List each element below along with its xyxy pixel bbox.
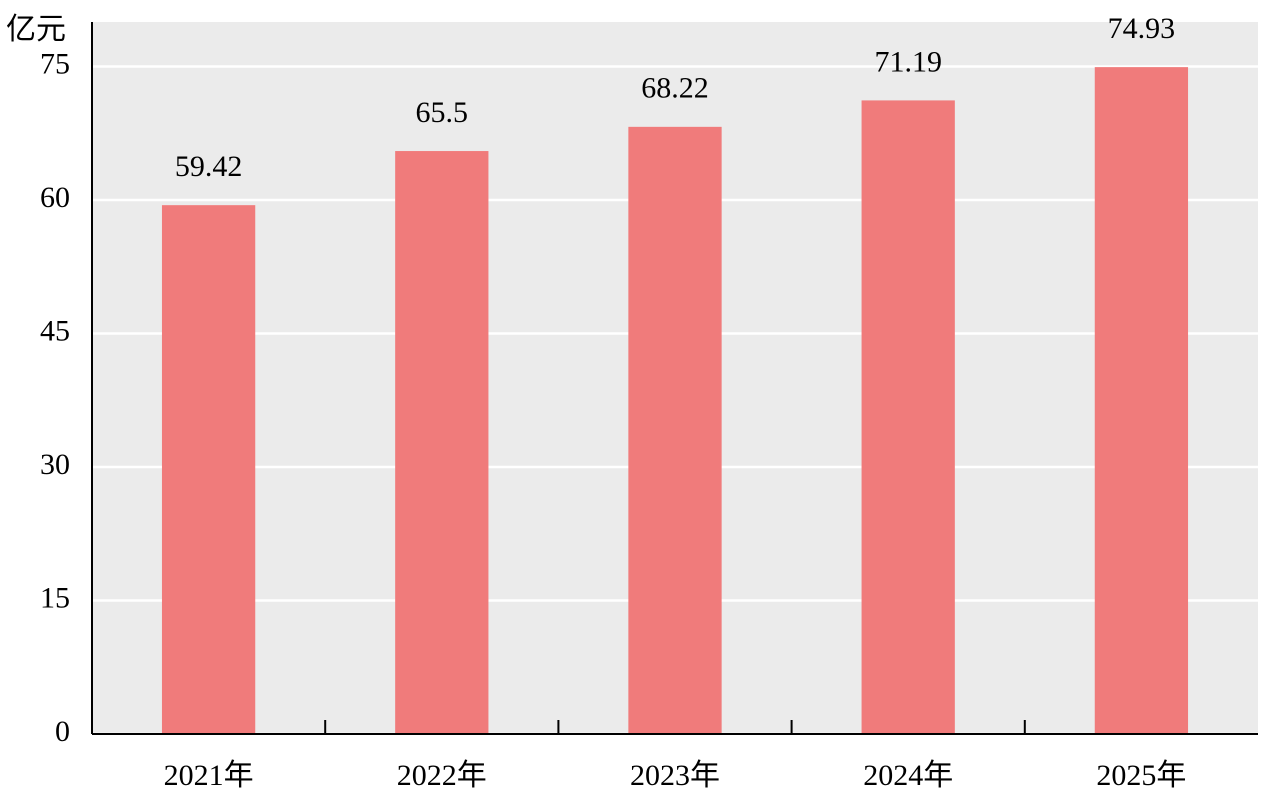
- x-tick-label: 2023年: [630, 759, 720, 792]
- value-label: 68.22: [641, 72, 709, 105]
- y-tick-label: 60: [40, 181, 70, 214]
- x-tick-label: 2021年: [164, 759, 254, 792]
- value-label: 74.93: [1108, 12, 1176, 45]
- bar: [161, 205, 256, 735]
- x-tick-label: 2022年: [397, 759, 487, 792]
- bar: [1094, 67, 1189, 735]
- y-tick-label: 30: [40, 448, 70, 481]
- value-label: 65.5: [416, 96, 469, 129]
- unit-label: 亿元: [6, 13, 66, 46]
- bar: [861, 100, 955, 734]
- y-tick-label: 0: [55, 715, 70, 748]
- bar: [628, 126, 722, 735]
- y-tick-label: 45: [40, 314, 70, 347]
- x-tick-label: 2025年: [1096, 759, 1186, 792]
- y-tick-label: 15: [40, 581, 70, 614]
- y-tick-label: 75: [40, 47, 70, 80]
- value-label: 59.42: [175, 150, 243, 183]
- value-label: 71.19: [874, 45, 942, 78]
- x-tick-label: 2024年: [863, 759, 953, 792]
- bar: [395, 151, 489, 735]
